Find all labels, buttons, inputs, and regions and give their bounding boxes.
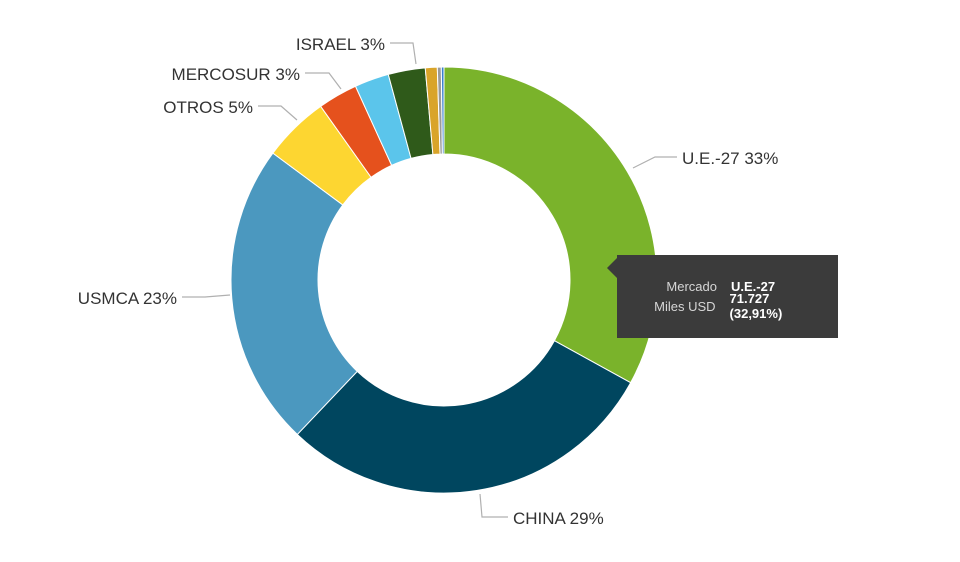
leader-line-u-e-27 bbox=[632, 156, 677, 169]
data-label-u-e-27: U.E.-27 33% bbox=[682, 149, 778, 168]
tooltip-row-miles-usd: Miles USD 71.727 (32,91%) bbox=[631, 291, 824, 321]
data-label-china: CHINA 29% bbox=[513, 509, 604, 528]
tooltip-row-mercado: Mercado U.E.-27 bbox=[631, 276, 824, 296]
tooltip-value-mercado: U.E.-27 bbox=[731, 278, 776, 294]
slices-group bbox=[230, 66, 658, 494]
leader-line-mercosur bbox=[305, 72, 342, 90]
data-label-otros: OTROS 5% bbox=[163, 98, 253, 117]
slice-u-e-27[interactable] bbox=[443, 66, 658, 384]
tooltip: Mercado U.E.-27 Miles USD 71.727 (32,91%… bbox=[617, 255, 838, 338]
tooltip-key-miles-usd: Miles USD bbox=[654, 298, 716, 314]
data-label-israel: ISRAEL 3% bbox=[296, 35, 385, 54]
tooltip-key-mercado: Mercado bbox=[666, 278, 717, 294]
labels-group: U.E.-27 33% CHINA 29% USMCA 23% OTROS 5% MER… bbox=[78, 35, 779, 528]
slice-usmca[interactable] bbox=[230, 152, 358, 436]
leader-line-israel bbox=[390, 42, 417, 65]
tooltip-arrow bbox=[607, 258, 617, 278]
slice-china[interactable] bbox=[296, 340, 632, 494]
slice-minor-9[interactable] bbox=[440, 66, 445, 155]
tooltip-value-miles-usd: 71.727 (32,91%) bbox=[729, 291, 783, 321]
leader-lines-group bbox=[182, 42, 677, 518]
leader-line-usmca bbox=[182, 294, 231, 298]
data-label-mercosur: MERCOSUR 3% bbox=[172, 65, 300, 84]
leader-line-china bbox=[479, 493, 508, 518]
leader-line-otros bbox=[258, 105, 298, 121]
data-label-usmca: USMCA 23% bbox=[78, 289, 177, 308]
